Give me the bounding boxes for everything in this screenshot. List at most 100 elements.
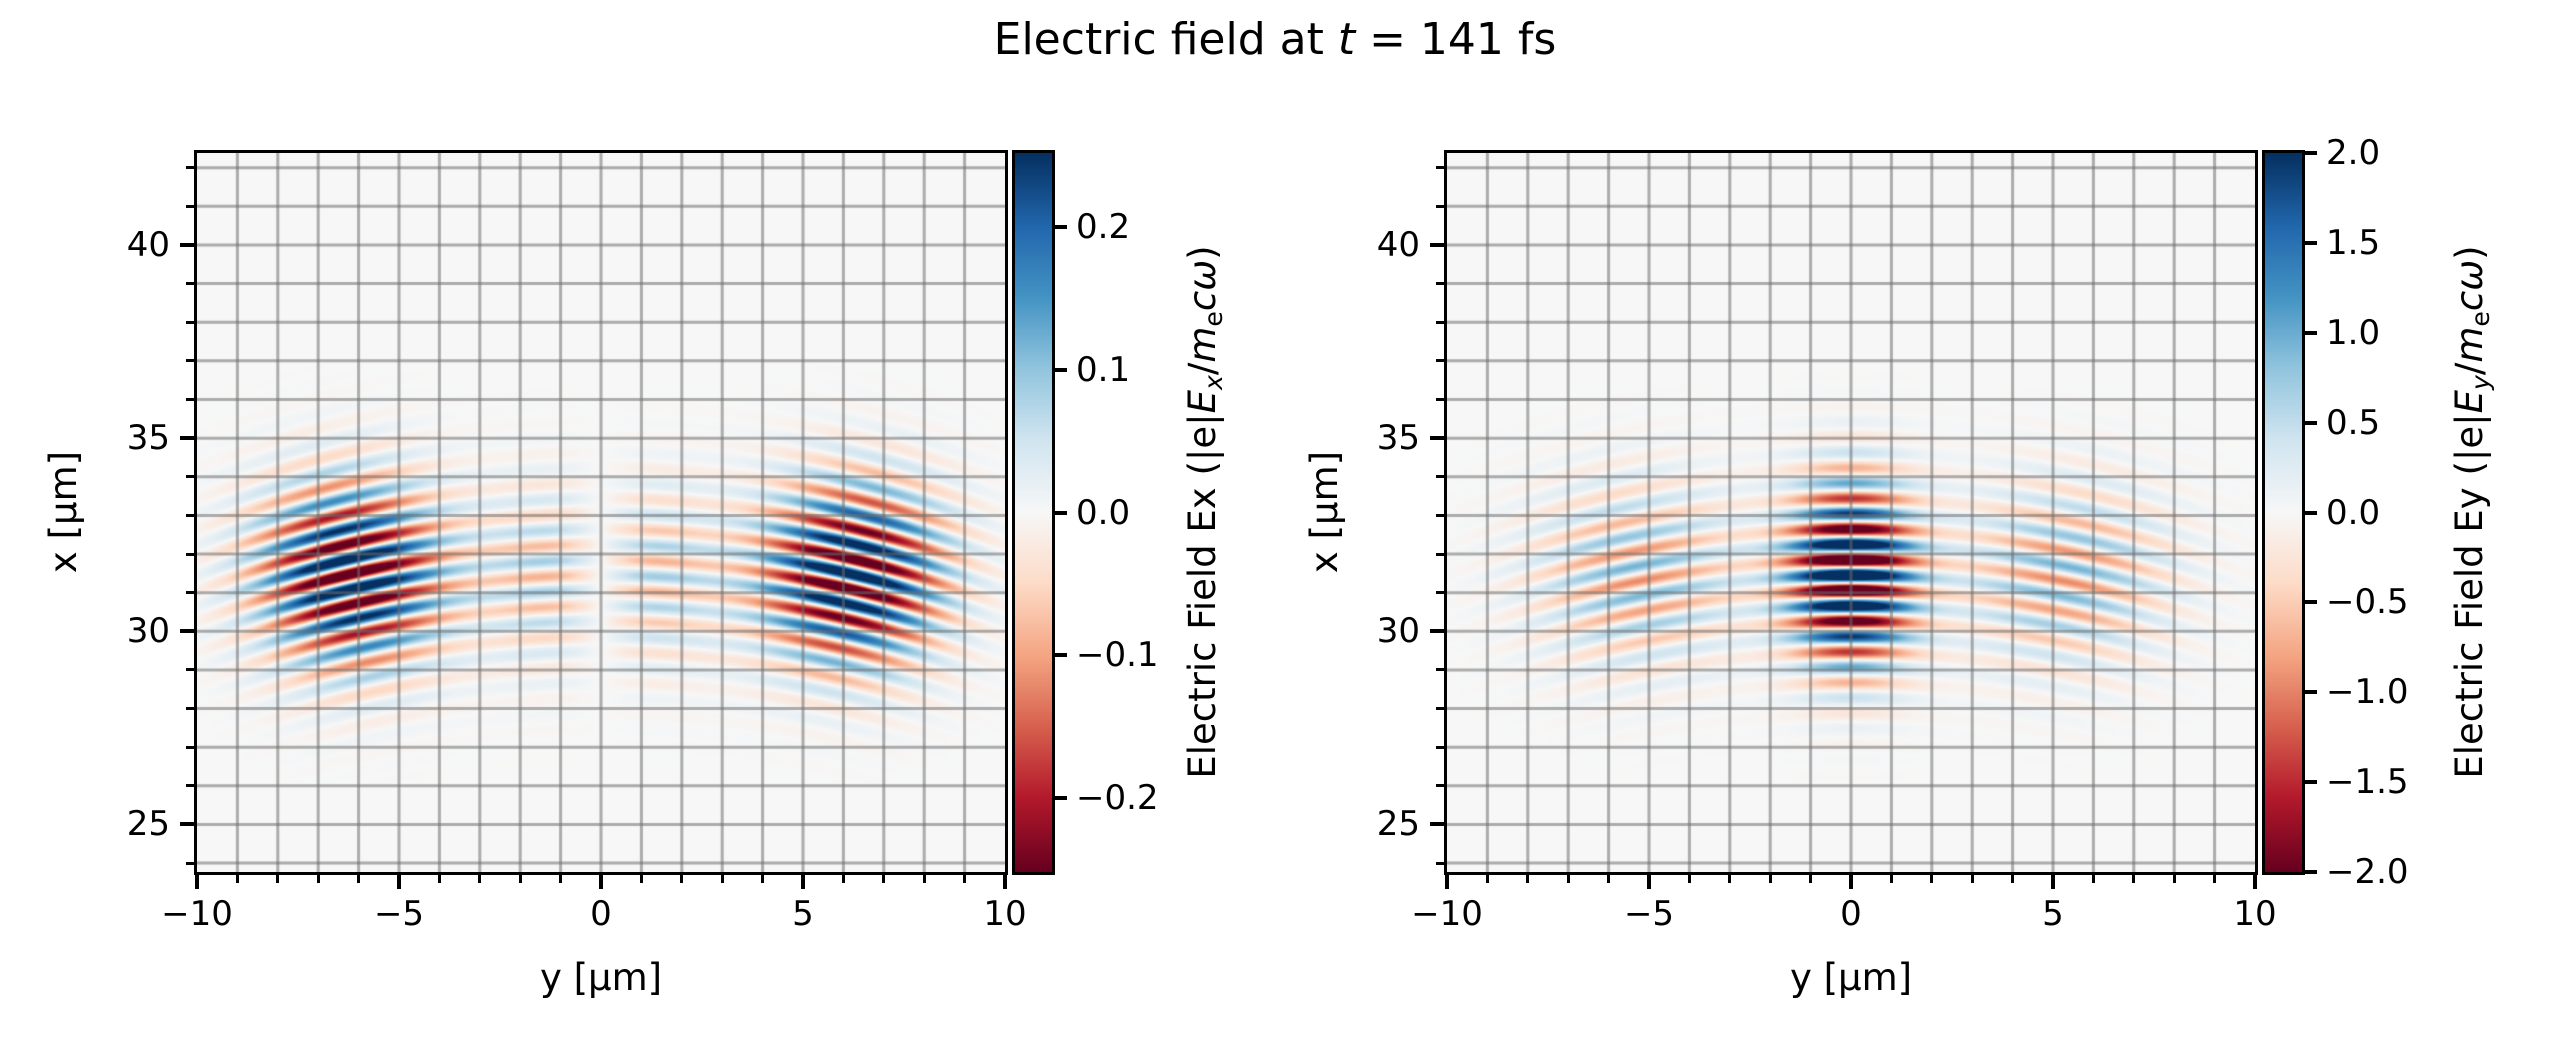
ey-y-tick-32	[1436, 552, 1444, 556]
ex-colorbar-tick-label--0.2: −0.2	[1076, 777, 1159, 818]
ex-x-tick--5	[397, 875, 401, 889]
ey-y-tick-38	[1436, 320, 1444, 324]
ey-x-tick--8	[1526, 875, 1530, 883]
ey-x-tick-1	[1889, 875, 1893, 883]
ey-colorbar-tick--0.5	[2305, 600, 2317, 605]
ex-colorbar-tick-0.1	[1055, 367, 1067, 372]
ey-x-tick-label-0: 0	[1840, 894, 1862, 934]
figure-title: Electric field at t = 141 fs	[993, 14, 1557, 65]
ex-y-tick-42	[186, 166, 194, 170]
ey-heatmap-canvas	[1447, 153, 2255, 872]
ex-x-axis-label: y [μm]	[539, 956, 663, 999]
ey-x-tick--10	[1445, 875, 1449, 889]
ex-x-tick--7	[316, 875, 320, 883]
ex-y-tick-24	[186, 861, 194, 865]
ey-y-tick-31	[1436, 591, 1444, 595]
ey-x-tick-0	[1849, 875, 1853, 889]
ey-y-tick-33	[1436, 513, 1444, 517]
ex-y-tick-31	[186, 591, 194, 595]
ey-x-tick--4	[1687, 875, 1691, 883]
ey-plot-area	[1447, 153, 2255, 872]
ey-y-tick-28	[1436, 707, 1444, 711]
ey-colorbar-tick-0	[2305, 510, 2317, 515]
ey-x-tick-9	[2213, 875, 2217, 883]
ey-colorbar-tick--1	[2305, 690, 2317, 695]
ex-y-tick-27	[186, 745, 194, 749]
ey-y-tick-26	[1436, 784, 1444, 788]
ex-y-tick-label-25: 25	[126, 804, 170, 845]
ey-x-tick-label--10: −10	[1411, 894, 1483, 934]
ey-x-tick--9	[1485, 875, 1489, 883]
ex-x-tick-label-5: 5	[792, 894, 814, 934]
ex-colorbar	[1015, 153, 1052, 872]
ey-colorbar-tick-label-2: 2.0	[2326, 133, 2381, 173]
ey-y-tick-34	[1436, 475, 1444, 479]
ey-y-tick-label-30: 30	[1376, 611, 1420, 652]
ex-y-tick-32	[186, 552, 194, 556]
ex-x-tick-label--5: −5	[373, 894, 425, 934]
ex-y-tick-35	[180, 436, 194, 441]
ex-x-tick-3	[720, 875, 724, 883]
ey-colorbar-tick-label-1: 1.0	[2326, 312, 2381, 353]
ey-colorbar-tick-label-0: 0.0	[2326, 492, 2381, 533]
ex-y-tick-34	[186, 475, 194, 479]
ex-colorbar-tick-label-0: 0.0	[1076, 492, 1131, 533]
ey-y-tick-label-40: 40	[1376, 224, 1420, 265]
ey-x-tick--2	[1768, 875, 1772, 883]
ey-x-tick-label--5: −5	[1623, 894, 1675, 934]
ey-colorbar-tick-label-0.5: 0.5	[2326, 402, 2381, 443]
ex-x-tick--3	[478, 875, 482, 883]
ex-colorbar-tick-0	[1055, 510, 1067, 515]
ey-x-tick-label-5: 5	[2042, 894, 2064, 934]
ex-y-tick-label-30: 30	[126, 611, 170, 652]
ey-colorbar-tick-label--0.5: −0.5	[2326, 582, 2409, 623]
ex-x-tick-2	[680, 875, 684, 883]
ey-colorbar-tick-1.5	[2305, 240, 2317, 245]
ey-x-tick--1	[1809, 875, 1813, 883]
ex-y-tick-38	[186, 320, 194, 324]
ex-x-tick-1	[639, 875, 643, 883]
ex-y-tick-41	[186, 204, 194, 208]
ex-heatmap-canvas	[197, 153, 1005, 872]
ex-x-tick--4	[437, 875, 441, 883]
ex-colorbar-tick-label-0.2: 0.2	[1076, 207, 1131, 248]
ey-x-tick--5	[1647, 875, 1651, 889]
ex-x-tick--9	[235, 875, 239, 883]
ex-x-tick--1	[559, 875, 563, 883]
ey-x-tick-2	[1930, 875, 1934, 883]
ex-x-tick-10	[1003, 875, 1007, 889]
ex-y-tick-label-35: 35	[126, 418, 170, 459]
ex-colorbar-tick-0.2	[1055, 225, 1067, 230]
ey-x-tick-8	[2172, 875, 2176, 883]
ey-y-tick-42	[1436, 166, 1444, 170]
ey-x-tick-3	[1970, 875, 1974, 883]
ex-plot-area	[197, 153, 1005, 872]
ex-y-tick-25	[180, 822, 194, 827]
ey-colorbar-tick--1.5	[2305, 780, 2317, 785]
ey-y-tick-30	[1430, 629, 1444, 634]
ey-y-tick-label-35: 35	[1376, 418, 1420, 459]
ex-x-tick--2	[518, 875, 522, 883]
ex-y-tick-29	[186, 668, 194, 672]
ey-colorbar-label: Electric Field Ey (|e|Ey/mecω)	[2448, 245, 2496, 779]
ey-y-tick-25	[1430, 822, 1444, 827]
ex-x-tick-label-0: 0	[590, 894, 612, 934]
ex-y-tick-33	[186, 513, 194, 517]
ex-y-tick-40	[180, 242, 194, 247]
ey-colorbar-canvas	[2265, 153, 2302, 872]
ey-x-tick--3	[1728, 875, 1732, 883]
ex-x-tick-label--10: −10	[161, 894, 233, 934]
ex-colorbar-tick--0.1	[1055, 653, 1067, 658]
ey-x-tick-10	[2253, 875, 2257, 889]
ey-colorbar-tick--2	[2305, 870, 2317, 874]
ey-y-tick-27	[1436, 745, 1444, 749]
ey-y-tick-37	[1436, 359, 1444, 363]
ex-x-tick--10	[195, 875, 199, 889]
ey-x-tick-6	[2091, 875, 2095, 883]
ex-colorbar-label: Electric Field Ex (|e|Ex/mecω)	[1181, 245, 1229, 779]
ex-x-tick-9	[963, 875, 967, 883]
ey-y-tick-41	[1436, 204, 1444, 208]
ex-x-tick-4	[761, 875, 765, 883]
ex-colorbar-tick-label--0.1: −0.1	[1076, 635, 1159, 676]
